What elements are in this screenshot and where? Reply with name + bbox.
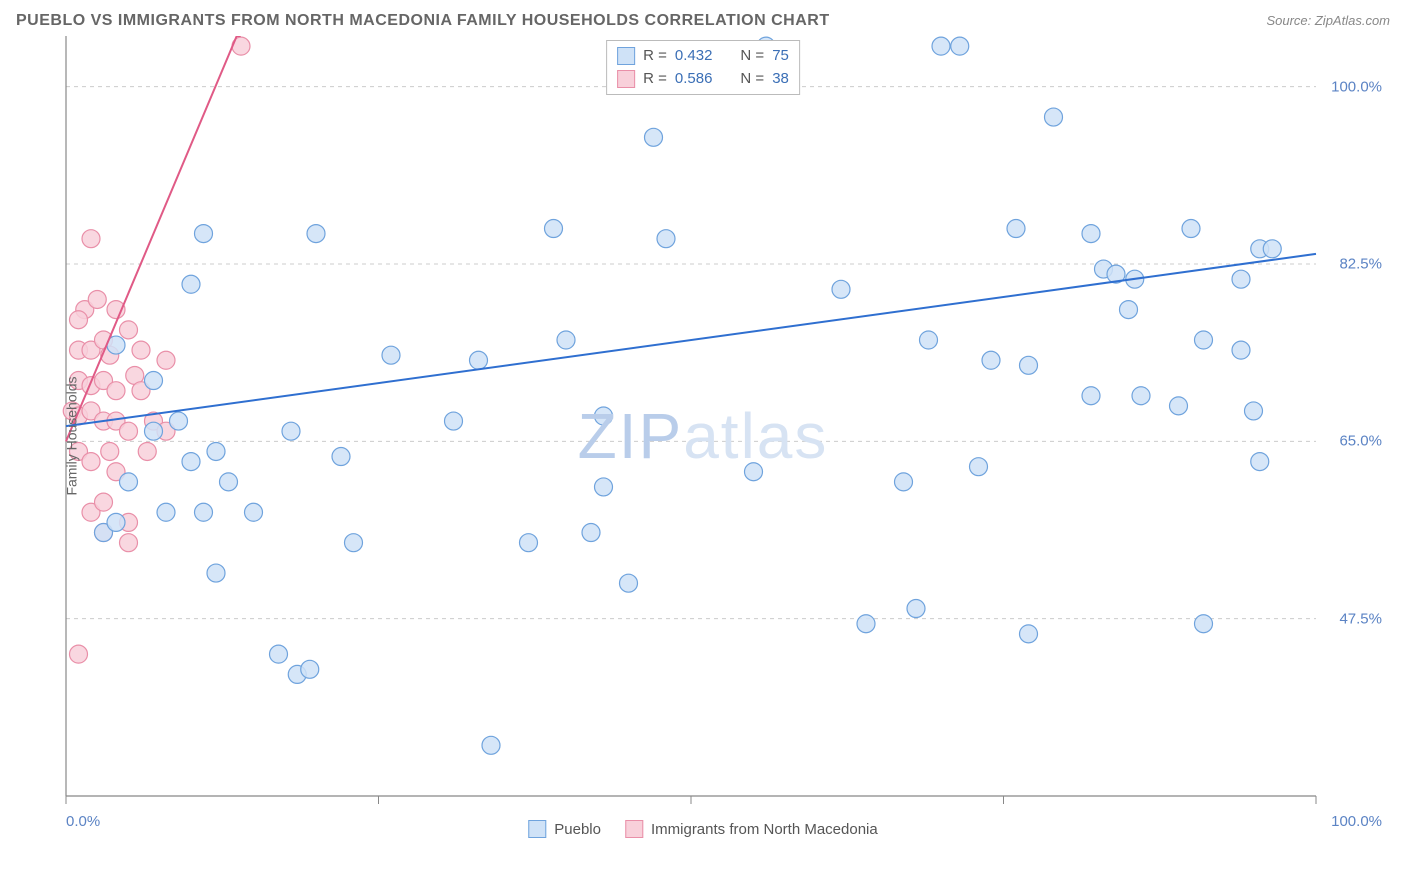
legend-item-series1: Pueblo	[528, 820, 601, 838]
correlation-legend: R = 0.432 N = 75 R = 0.586 N = 38	[606, 40, 800, 95]
legend-label-series1: Pueblo	[554, 821, 601, 838]
r-value-series2: 0.586	[675, 68, 713, 91]
legend-swatch-series2	[617, 70, 635, 88]
chart-container: Family Households ZIPatlas R = 0.432 N =…	[16, 36, 1390, 836]
y-axis-label: Family Households	[64, 376, 80, 495]
y-tick-label: 82.5%	[1339, 256, 1382, 273]
n-value-series2: 38	[772, 68, 789, 91]
x-axis-min-label: 0.0%	[66, 813, 100, 830]
r-label: R =	[643, 68, 667, 91]
legend-label-series2: Immigrants from North Macedonia	[651, 821, 878, 838]
n-value-series1: 75	[772, 45, 789, 68]
scatter-plot	[16, 36, 1390, 836]
legend-swatch-series1	[617, 47, 635, 65]
legend-row-series1: R = 0.432 N = 75	[617, 45, 789, 68]
legend-swatch-series2	[625, 820, 643, 838]
series-legend: Pueblo Immigrants from North Macedonia	[528, 820, 877, 838]
y-tick-label: 100.0%	[1331, 78, 1382, 95]
y-tick-label: 47.5%	[1339, 610, 1382, 627]
legend-swatch-series1	[528, 820, 546, 838]
legend-row-series2: R = 0.586 N = 38	[617, 68, 789, 91]
source-attribution: Source: ZipAtlas.com	[1266, 13, 1390, 28]
n-label: N =	[740, 45, 764, 68]
r-value-series1: 0.432	[675, 45, 713, 68]
chart-title: PUEBLO VS IMMIGRANTS FROM NORTH MACEDONI…	[16, 12, 830, 30]
y-tick-label: 65.0%	[1339, 433, 1382, 450]
r-label: R =	[643, 45, 667, 68]
n-label: N =	[740, 68, 764, 91]
legend-item-series2: Immigrants from North Macedonia	[625, 820, 878, 838]
x-axis-max-label: 100.0%	[1331, 813, 1382, 830]
